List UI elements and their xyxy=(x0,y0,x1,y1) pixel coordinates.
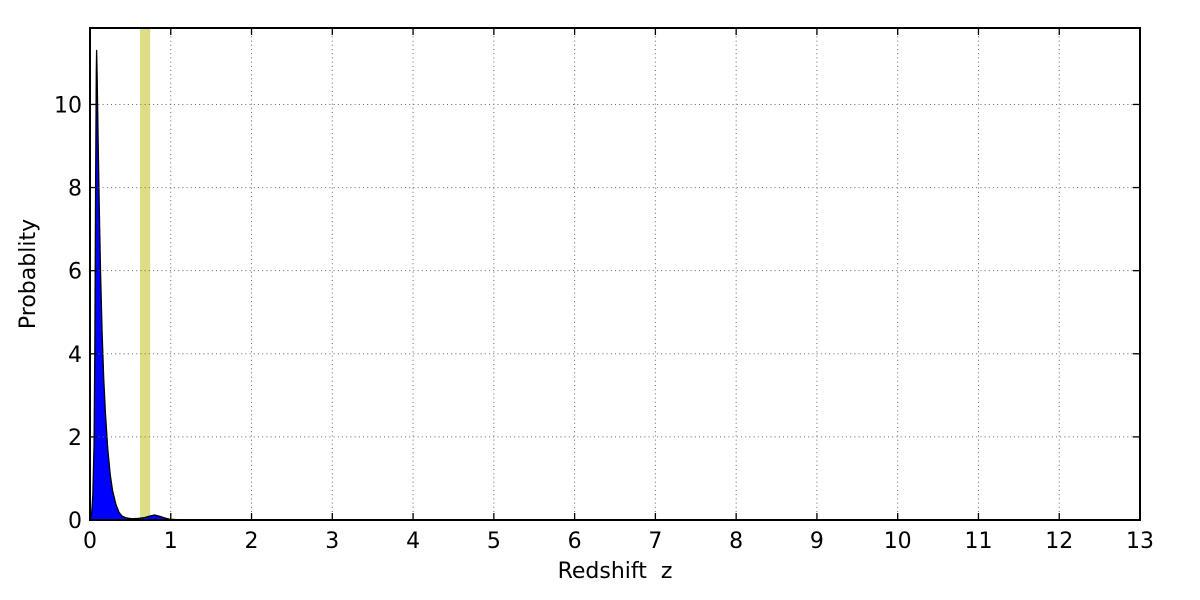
tick-label-x: 13 xyxy=(1126,529,1154,554)
tick-label-x: 8 xyxy=(729,529,743,554)
tick-label-x: 3 xyxy=(325,529,339,554)
tick-label-y: 2 xyxy=(68,426,82,451)
tick-label-x: 6 xyxy=(568,529,582,554)
tick-label-x: 11 xyxy=(964,529,992,554)
tick-label-x: 7 xyxy=(648,529,662,554)
axis-spines xyxy=(89,27,1141,521)
redshift-probability-density xyxy=(89,49,184,521)
tick-label-x: 2 xyxy=(245,529,259,554)
tick-label-x: 4 xyxy=(406,529,420,554)
tick-label-x: 12 xyxy=(1045,529,1073,554)
tick-label-y: 6 xyxy=(68,260,82,285)
tick-label-y: 10 xyxy=(54,93,82,118)
tick-label-x: 5 xyxy=(487,529,501,554)
tick-label-y: 4 xyxy=(68,343,82,368)
tick-label-x: 9 xyxy=(810,529,824,554)
tick-label-x: 0 xyxy=(83,529,97,554)
x-axis-label: Redshift z xyxy=(557,559,673,584)
tick-label-x: 10 xyxy=(884,529,912,554)
tick-label-y: 8 xyxy=(68,177,82,202)
plot-background xyxy=(90,28,1140,520)
y-axis-label: Probablity xyxy=(16,218,41,330)
tick-label-y: 0 xyxy=(68,509,82,534)
highlight-band xyxy=(140,28,151,520)
tick-label-x: 1 xyxy=(164,529,178,554)
